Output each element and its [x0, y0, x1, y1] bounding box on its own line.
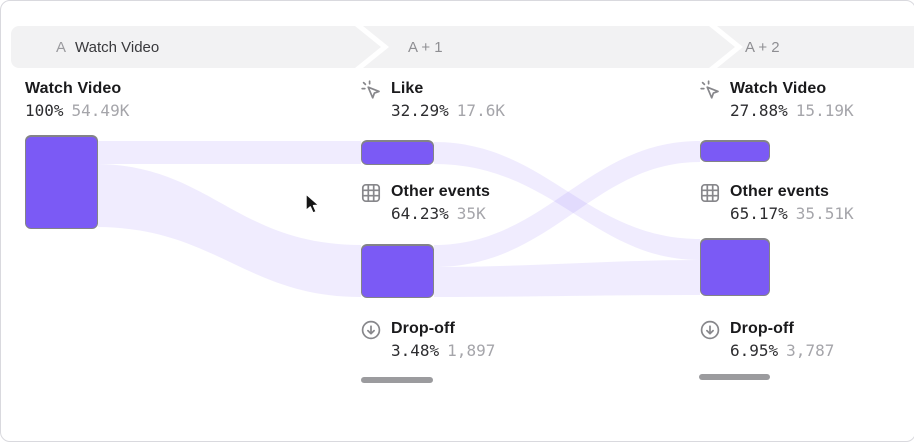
node-other-events-step2[interactable] [361, 245, 434, 298]
step-header-a[interactable]: A Watch Video [11, 26, 381, 68]
entry-title: Other events [391, 183, 491, 200]
flow-otherevents-to-otherevents2[interactable] [434, 260, 700, 297]
entry-stats: 64.23% 35K [391, 203, 490, 224]
entry-drop-off-step2[interactable]: Drop-off 3.48% 1,897 [359, 319, 495, 361]
entry-title: Other events [730, 183, 830, 200]
entry-watch-video-step3[interactable]: Watch Video 27.88% 15.19K [698, 79, 854, 121]
entry-stats: 32.29% 17.6K [391, 100, 505, 121]
node-watch-video-step1[interactable] [25, 136, 98, 229]
entry-drop-off-step3[interactable]: Drop-off 6.95% 3,787 [698, 319, 834, 361]
entry-count: 3,787 [786, 341, 835, 360]
entry-watch-video-step1[interactable]: Watch Video 100% 54.49K [25, 79, 129, 121]
entry-percent: 3.48% [391, 341, 440, 360]
entry-stats: 3.48% 1,897 [391, 340, 495, 361]
entry-stats: 6.95% 3,787 [730, 340, 834, 361]
entry-count: 17.6K [456, 101, 505, 120]
entry-title: Watch Video [730, 80, 827, 97]
entry-count: 15.19K [795, 101, 854, 120]
entry-percent: 100% [25, 101, 64, 120]
entry-stats: 100% 54.49K [25, 100, 129, 121]
drop-off-bar-step2 [361, 377, 433, 383]
arrow-down-circle-icon [359, 318, 383, 342]
node-other-events-step3[interactable] [700, 239, 770, 296]
entry-percent: 27.88% [730, 101, 788, 120]
entry-percent: 32.29% [391, 101, 449, 120]
entry-other-events-step2[interactable]: Other events 64.23% 35K [359, 182, 490, 224]
node-watch-video-step3[interactable] [700, 141, 770, 162]
entry-title: Drop-off [391, 320, 455, 337]
cursor-click-icon [698, 78, 722, 102]
step-badge: A [56, 38, 67, 56]
step-label: A + 2 [745, 38, 780, 56]
drop-off-bar-step3 [699, 374, 770, 380]
entry-stats: 65.17% 35.51K [730, 203, 854, 224]
grid-icon [359, 181, 383, 205]
step-header-a1[interactable]: A + 1 [363, 26, 735, 68]
node-like-step2[interactable] [361, 141, 434, 165]
flow-like-to-otherevents2[interactable] [434, 142, 700, 260]
step-label: A + 1 [408, 38, 443, 56]
entry-like-step2[interactable]: Like 32.29% 17.6K [359, 79, 505, 121]
entry-count: 1,897 [447, 341, 496, 360]
step-header-a2[interactable]: A + 2 [717, 26, 914, 68]
entry-percent: 64.23% [391, 204, 449, 223]
entry-count: 35K [456, 204, 486, 223]
step-label: Watch Video [75, 38, 160, 56]
entry-percent: 6.95% [730, 341, 779, 360]
mouse-cursor [304, 193, 322, 222]
cursor-click-icon [359, 78, 383, 102]
entry-title: Like [391, 80, 424, 97]
flow-otherevents-to-watchvideo2[interactable] [434, 141, 700, 267]
grid-icon [698, 181, 722, 205]
entry-count: 54.49K [71, 101, 130, 120]
entry-count: 35.51K [795, 204, 854, 223]
entry-title: Drop-off [730, 320, 794, 337]
arrow-down-circle-icon [698, 318, 722, 342]
entry-stats: 27.88% 15.19K [730, 100, 854, 121]
entry-title: Watch Video [25, 80, 122, 97]
flow-watchvideo-to-like[interactable] [98, 141, 361, 164]
flow-watchvideo-to-otherevents[interactable] [98, 164, 361, 297]
entry-percent: 65.17% [730, 204, 788, 223]
entry-other-events-step3[interactable]: Other events 65.17% 35.51K [698, 182, 854, 224]
